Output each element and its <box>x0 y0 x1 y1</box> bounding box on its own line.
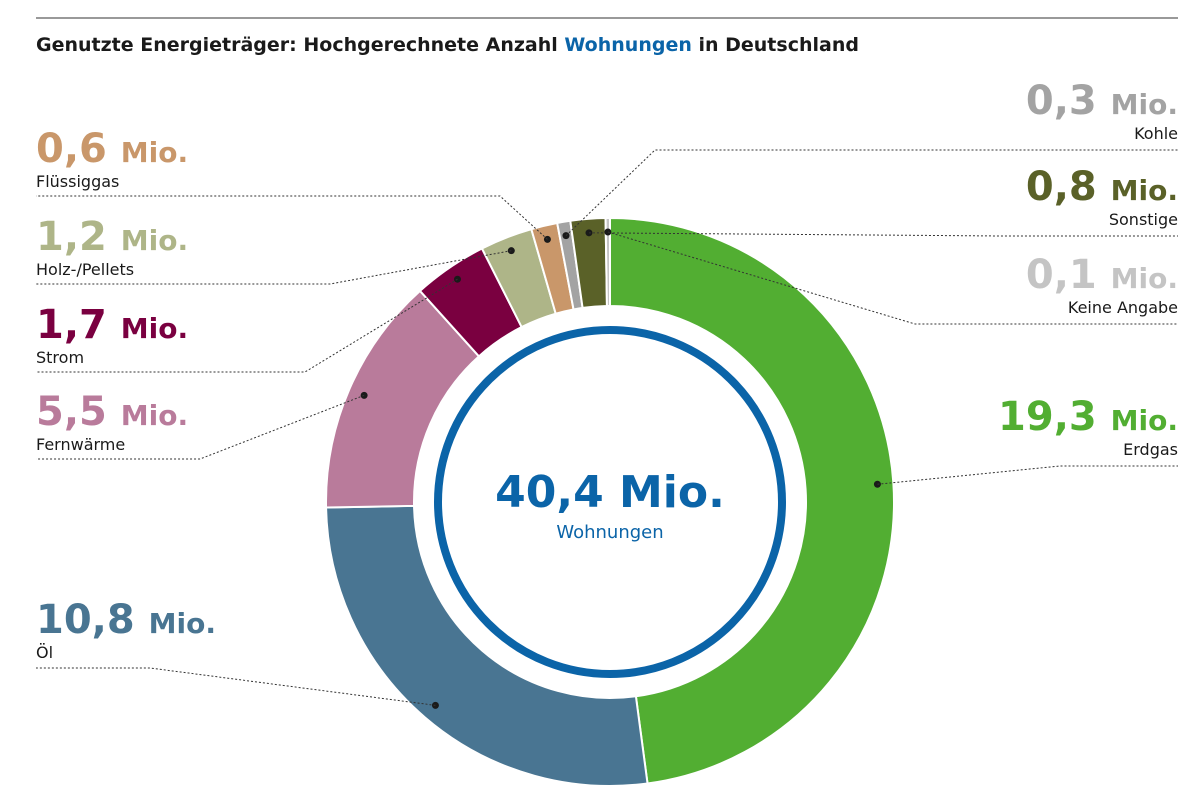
leader-line <box>36 250 512 285</box>
center-label: Wohnungen <box>556 522 663 543</box>
category-label: Strom <box>36 348 84 367</box>
data-label-unit: Mio. <box>1111 262 1178 295</box>
center-total: 40,4 Mio. <box>495 467 725 518</box>
data-label-unit: Mio. <box>1111 174 1178 207</box>
data-label-unit: Mio. <box>121 224 188 257</box>
data-label-value: 19,3 Mio. <box>998 394 1178 440</box>
data-label-value: 0,3 Mio. <box>1026 78 1178 124</box>
data-label-unit: Mio. <box>121 312 188 345</box>
leader-line <box>36 278 458 373</box>
chart-title: Genutzte Energieträger: Hochgerechnete A… <box>36 34 859 56</box>
category-label: Keine Angabe <box>1068 298 1178 317</box>
chart-title-accent: Wohnungen <box>564 34 691 56</box>
data-label-unit: Mio. <box>149 607 216 640</box>
leader-line <box>565 149 1178 236</box>
data-label-unit: Mio. <box>121 399 188 432</box>
data-label-number: 5,5 <box>36 389 121 435</box>
data-label-number: 0,6 <box>36 126 121 172</box>
data-label-value: 10,8 Mio. <box>36 597 216 643</box>
center-circle <box>434 326 786 678</box>
leader-line <box>36 667 436 706</box>
data-label-number: 1,7 <box>36 302 121 348</box>
data-label-unit: Mio. <box>1111 404 1178 437</box>
chart-title-suffix: in Deutschland <box>692 34 859 56</box>
category-label: Fernwärme <box>36 435 125 454</box>
data-label-value: 1,7 Mio. <box>36 302 188 348</box>
data-label-number: 0,1 <box>1026 252 1111 298</box>
data-label-unit: Mio. <box>121 136 188 169</box>
leader-line <box>877 465 1178 485</box>
leader-line <box>607 231 1178 325</box>
data-label-value: 0,1 Mio. <box>1026 252 1178 298</box>
donut-slice-öl <box>325 504 649 787</box>
data-label-value: 1,2 Mio. <box>36 214 188 260</box>
category-label: Erdgas <box>1123 440 1178 459</box>
donut-slice-erdgas <box>609 216 895 785</box>
data-label-unit: Mio. <box>1111 88 1178 121</box>
data-label-number: 0,8 <box>1026 164 1111 210</box>
data-label-number: 1,2 <box>36 214 121 260</box>
category-label: Holz-/Pellets <box>36 260 134 279</box>
category-label: Flüssiggas <box>36 172 119 191</box>
data-label-number: 0,3 <box>1026 78 1111 124</box>
data-label-value: 0,8 Mio. <box>1026 164 1178 210</box>
data-label-value: 0,6 Mio. <box>36 126 188 172</box>
chart-title-prefix: Genutzte Energieträger: Hochgerechnete A… <box>36 34 564 56</box>
data-label-number: 10,8 <box>36 597 149 643</box>
category-label: Öl <box>36 643 53 662</box>
leader-line <box>36 394 365 460</box>
category-label: Kohle <box>1134 124 1178 143</box>
donut-ring <box>325 216 895 787</box>
data-label-number: 19,3 <box>998 394 1111 440</box>
leader-line <box>588 232 1178 237</box>
donut-slice-keine-angabe <box>604 216 611 308</box>
category-label: Sonstige <box>1109 210 1178 229</box>
leader-lines <box>36 149 1178 709</box>
data-label-value: 5,5 Mio. <box>36 389 188 435</box>
leader-line <box>36 195 548 240</box>
